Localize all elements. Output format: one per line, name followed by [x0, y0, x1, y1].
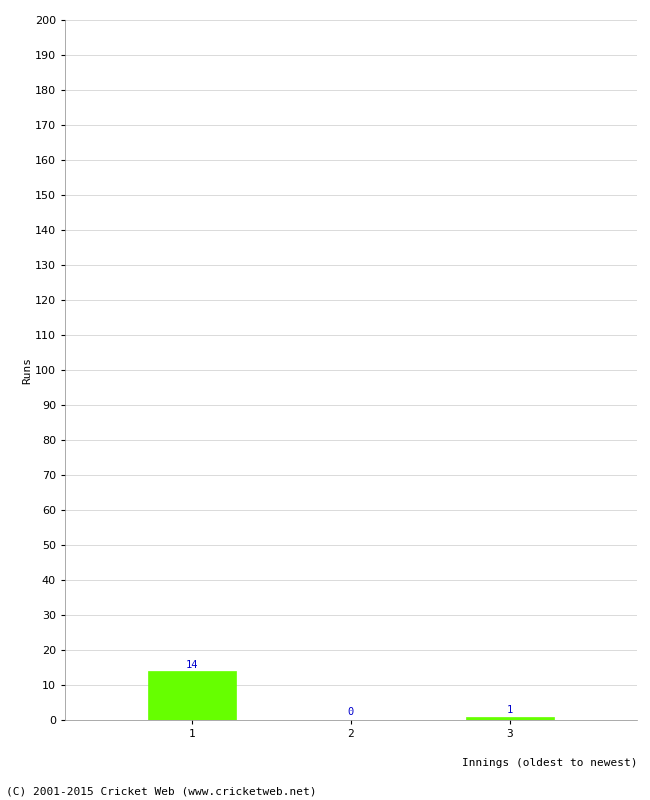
- Text: (C) 2001-2015 Cricket Web (www.cricketweb.net): (C) 2001-2015 Cricket Web (www.cricketwe…: [6, 786, 317, 796]
- Text: 1: 1: [507, 706, 513, 715]
- Text: 14: 14: [186, 660, 198, 670]
- Bar: [148, 671, 236, 720]
- Y-axis label: Runs: Runs: [22, 357, 32, 383]
- Text: 0: 0: [348, 707, 354, 718]
- Text: Innings (oldest to newest): Innings (oldest to newest): [462, 758, 637, 769]
- Bar: [466, 717, 554, 720]
